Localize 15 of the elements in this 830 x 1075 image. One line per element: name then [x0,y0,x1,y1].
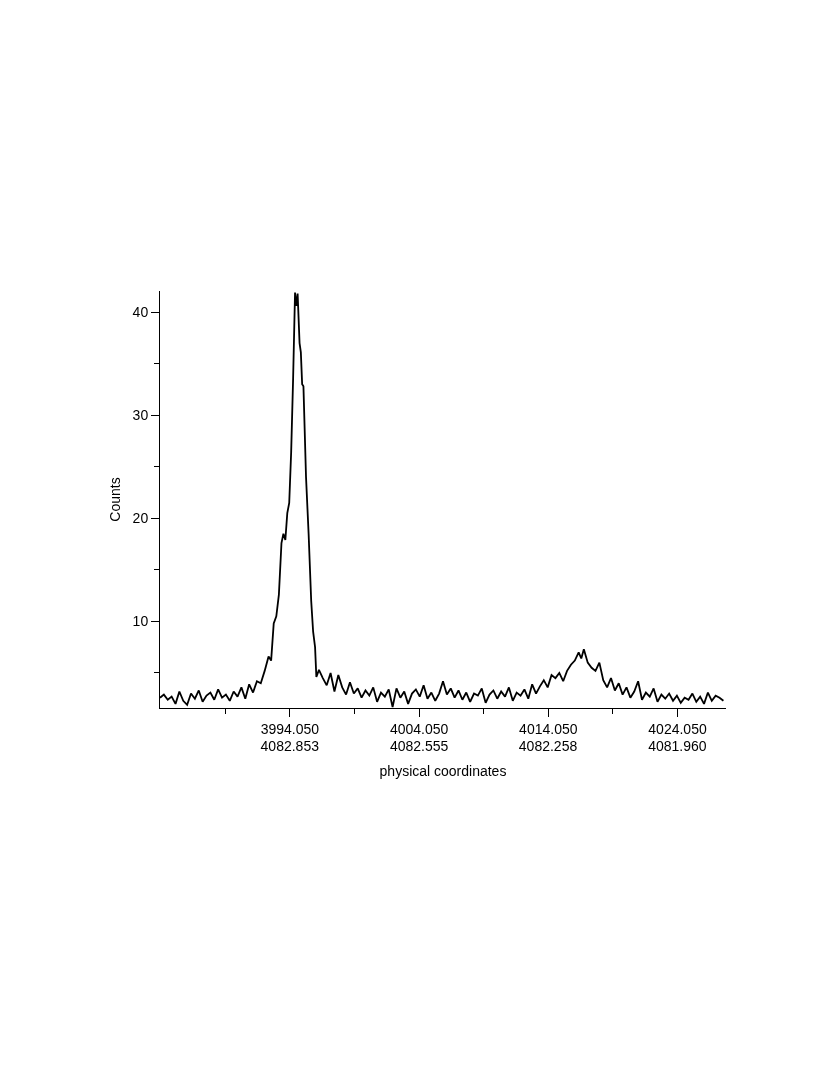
x2-tick-label: 4082.555 [389,738,449,754]
y-tick-label: 10 [132,613,149,630]
x-tick-label: 4004.050 [389,720,449,737]
y-tick-label: 40 [132,304,149,321]
x-tick-label: 3994.050 [260,720,320,737]
line-series [160,291,725,708]
x2-tick-label: 4082.258 [518,738,578,754]
x2-tick-label: 4081.960 [648,738,707,754]
y-tick-label: 30 [132,407,149,424]
x2-tick-label: 4082.853 [260,738,320,754]
y-tick-label: 20 [132,510,149,527]
y-axis-title: Counts [107,477,124,522]
x-axis-title: physical coordinates [379,763,507,780]
x-tick-label: 4024.050 [648,720,707,737]
x-tick-label: 4014.050 [519,720,578,737]
